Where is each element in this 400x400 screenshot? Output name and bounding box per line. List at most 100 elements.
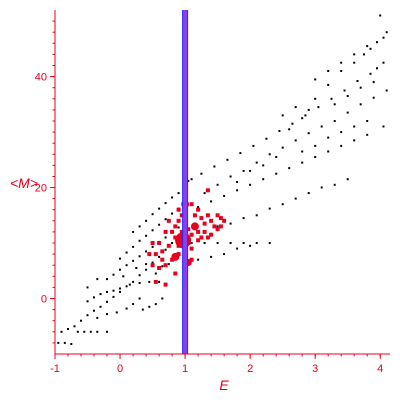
data-point-0-174 [353, 125, 356, 128]
data-point-0-171 [314, 144, 317, 147]
data-point-0-38 [106, 313, 108, 316]
y-tick-label-1: 20 [35, 183, 47, 195]
data-point-1-33 [176, 218, 181, 223]
data-point-1-16 [150, 263, 155, 268]
data-point-0-166 [210, 255, 213, 258]
data-point-1-55 [218, 224, 223, 229]
data-point-0-25 [96, 330, 99, 333]
data-point-0-176 [314, 78, 317, 81]
data-point-1-6 [186, 227, 191, 232]
data-point-0-35 [148, 280, 151, 283]
data-point-0-116 [379, 14, 382, 17]
data-point-1-41 [160, 257, 165, 262]
data-point-0-5 [73, 325, 76, 328]
data-point-0-180 [366, 45, 369, 48]
data-point-1-52 [205, 188, 210, 193]
vertical-line-core [183, 10, 188, 354]
data-point-0-151 [268, 207, 271, 210]
x-tick-label-3: 2 [247, 363, 253, 375]
data-point-0-73 [158, 207, 161, 210]
data-point-0-157 [346, 178, 349, 181]
data-point-1-13 [170, 257, 175, 262]
data-point-0-97 [317, 106, 320, 109]
data-point-1-23 [202, 221, 207, 226]
data-point-0-26 [106, 330, 108, 333]
data-point-0-27 [86, 300, 89, 303]
x-tick-label-5: 4 [377, 363, 383, 375]
data-point-0-112 [369, 47, 372, 50]
data-point-1-5 [179, 229, 184, 234]
data-point-0-59 [119, 257, 121, 260]
axes [50, 10, 390, 359]
highlight-marker-2 [171, 252, 180, 261]
data-point-0-7 [86, 314, 89, 317]
data-point-1-46 [215, 227, 220, 232]
data-point-0-172 [327, 136, 330, 139]
data-point-0-130 [372, 96, 375, 99]
data-point-0-164 [268, 242, 271, 244]
data-point-0-1 [63, 341, 66, 344]
data-point-0-49 [119, 268, 121, 271]
data-point-0-184 [346, 95, 349, 97]
data-point-1-28 [218, 216, 223, 221]
data-point-0-61 [132, 245, 135, 248]
data-point-1-38 [150, 241, 155, 245]
data-point-0-90 [226, 158, 229, 161]
data-point-0-159 [203, 242, 206, 244]
data-point-1-47 [222, 218, 227, 223]
data-point-1-30 [205, 235, 210, 240]
data-point-0-20 [171, 242, 174, 244]
data-point-0-17 [151, 261, 154, 264]
data-point-0-168 [236, 247, 239, 250]
y-axis-label: <M> [10, 175, 38, 191]
x-tick-label-4: 3 [312, 363, 318, 375]
data-point-0-50 [125, 264, 128, 267]
data-point-0-178 [340, 61, 343, 64]
data-point-1-29 [202, 229, 207, 234]
data-point-0-40 [125, 307, 128, 310]
data-point-0-2 [70, 343, 73, 345]
data-point-1-26 [212, 224, 217, 229]
data-point-0-10 [106, 300, 108, 303]
data-point-0-139 [288, 167, 291, 170]
data-point-0-127 [333, 120, 336, 122]
data-point-0-133 [210, 200, 213, 203]
data-point-1-14 [163, 263, 168, 268]
data-point-0-123 [281, 146, 284, 149]
data-point-0-115 [385, 31, 388, 34]
data-point-0-140 [301, 161, 304, 164]
data-point-0-39 [115, 311, 118, 314]
data-point-1-18 [157, 241, 162, 245]
data-point-0-78 [96, 278, 99, 281]
data-point-0-100 [356, 80, 359, 82]
data-point-0-187 [249, 169, 252, 172]
data-point-0-173 [340, 131, 343, 134]
data-point-0-131 [385, 89, 388, 92]
data-point-0-23 [83, 330, 86, 333]
data-point-0-74 [164, 202, 167, 205]
data-point-0-34 [138, 282, 141, 284]
data-point-0-136 [249, 183, 252, 186]
data-point-1-25 [209, 218, 214, 223]
data-point-1-27 [215, 213, 220, 218]
data-point-0-81 [145, 263, 148, 266]
data-point-0-65 [158, 223, 161, 226]
x-tick-label-2: 1 [182, 363, 188, 375]
data-point-1-49 [166, 218, 171, 223]
data-point-0-80 [135, 267, 138, 269]
y-tick-label-0: 0 [41, 294, 47, 306]
data-point-0-185 [359, 86, 362, 89]
data-point-0-152 [281, 203, 284, 206]
data-point-0-186 [372, 81, 375, 84]
data-point-0-37 [96, 316, 99, 319]
data-point-0-144 [353, 139, 356, 142]
data-point-0-51 [132, 259, 135, 262]
data-point-0-96 [304, 114, 307, 117]
data-point-0-15 [138, 274, 141, 277]
data-point-0-132 [197, 206, 200, 208]
data-point-0-161 [229, 242, 232, 244]
data-point-0-149 [242, 217, 245, 220]
data-point-0-94 [278, 130, 281, 132]
data-point-0-64 [151, 229, 154, 232]
data-point-1-32 [196, 207, 201, 212]
